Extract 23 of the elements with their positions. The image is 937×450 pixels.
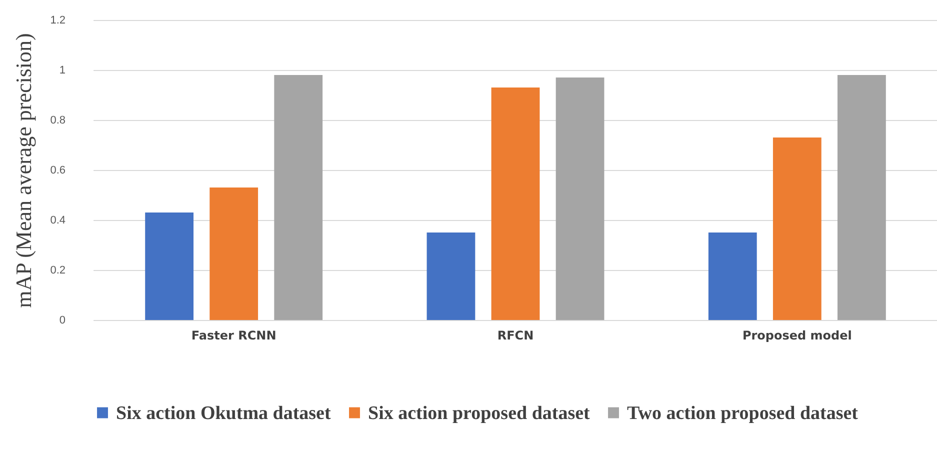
bar	[556, 78, 604, 320]
y-tick-label: 0.6	[50, 164, 66, 176]
y-tick-label: 1.2	[50, 14, 66, 26]
x-tick-label: RFCN	[497, 328, 534, 342]
legend-label: Two action proposed dataset	[627, 402, 859, 424]
y-tick-label: 1	[59, 64, 66, 76]
y-tick-label: 0	[59, 314, 66, 326]
y-axis-title: mAP (Mean average precision)	[11, 33, 36, 308]
bar	[837, 75, 886, 320]
legend-label: Six action Okutma dataset	[116, 402, 332, 424]
legend-label: Six action proposed dataset	[368, 402, 591, 424]
bar	[210, 188, 258, 320]
bar	[772, 138, 822, 320]
bar	[491, 88, 540, 320]
bar	[274, 75, 323, 320]
bar	[145, 212, 194, 320]
y-tick-label: 0.2	[50, 264, 66, 276]
bar	[426, 232, 476, 320]
y-tick-label: 0.4	[50, 214, 66, 226]
y-tick-label: 0.8	[50, 114, 66, 126]
x-tick-label: Faster RCNN	[191, 328, 276, 342]
bar	[708, 232, 757, 320]
x-tick-label: Proposed model	[742, 328, 852, 342]
